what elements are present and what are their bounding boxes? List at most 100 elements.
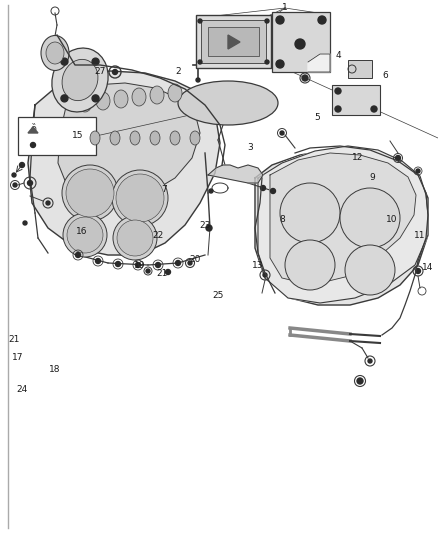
- Text: 15: 15: [72, 132, 84, 141]
- Ellipse shape: [116, 174, 164, 222]
- Ellipse shape: [52, 48, 108, 112]
- Text: 11: 11: [414, 230, 426, 239]
- Ellipse shape: [41, 36, 69, 70]
- Polygon shape: [308, 54, 330, 72]
- Circle shape: [357, 378, 363, 384]
- Text: 14: 14: [422, 263, 434, 272]
- Circle shape: [113, 69, 117, 75]
- Text: 16: 16: [76, 228, 88, 237]
- Circle shape: [276, 60, 284, 68]
- Text: 19: 19: [134, 261, 146, 270]
- Text: 17: 17: [12, 353, 24, 362]
- Ellipse shape: [96, 92, 110, 110]
- Circle shape: [188, 261, 192, 265]
- Circle shape: [46, 201, 50, 205]
- Circle shape: [295, 39, 305, 49]
- Text: 27: 27: [94, 68, 106, 77]
- Circle shape: [61, 95, 68, 102]
- Circle shape: [265, 60, 269, 64]
- Ellipse shape: [130, 131, 140, 145]
- Text: 18: 18: [49, 366, 61, 375]
- Text: 20: 20: [189, 255, 201, 264]
- Circle shape: [371, 106, 377, 112]
- Text: 25: 25: [212, 290, 224, 300]
- Circle shape: [31, 142, 35, 148]
- Circle shape: [20, 163, 25, 167]
- Ellipse shape: [110, 131, 120, 145]
- Circle shape: [318, 16, 326, 24]
- Circle shape: [206, 225, 212, 231]
- Ellipse shape: [113, 216, 157, 260]
- Ellipse shape: [66, 169, 114, 217]
- Circle shape: [28, 181, 32, 185]
- Circle shape: [416, 269, 420, 273]
- Circle shape: [95, 259, 100, 263]
- Ellipse shape: [285, 240, 335, 290]
- Text: 8: 8: [279, 215, 285, 224]
- Text: 6: 6: [382, 70, 388, 79]
- Circle shape: [198, 60, 202, 64]
- Circle shape: [23, 221, 27, 225]
- Circle shape: [198, 19, 202, 23]
- Circle shape: [12, 173, 16, 177]
- Ellipse shape: [90, 131, 100, 145]
- Circle shape: [335, 106, 341, 112]
- Circle shape: [135, 262, 141, 268]
- Ellipse shape: [170, 131, 180, 145]
- Bar: [348, 60, 372, 78]
- Circle shape: [146, 269, 150, 273]
- Polygon shape: [255, 150, 428, 305]
- Circle shape: [209, 189, 213, 193]
- Ellipse shape: [67, 217, 103, 253]
- Text: 3: 3: [247, 143, 253, 152]
- Circle shape: [155, 262, 160, 268]
- Text: ȍ: ȍ: [30, 124, 36, 134]
- Polygon shape: [28, 71, 220, 255]
- Circle shape: [166, 270, 170, 274]
- Bar: [332, 85, 380, 115]
- Bar: [196, 15, 271, 68]
- Circle shape: [335, 88, 341, 94]
- Circle shape: [196, 78, 200, 82]
- Bar: [201, 20, 266, 63]
- Polygon shape: [228, 35, 240, 49]
- Circle shape: [271, 189, 276, 193]
- Text: 22: 22: [152, 230, 164, 239]
- Text: 21: 21: [156, 269, 168, 278]
- Text: 7: 7: [161, 185, 167, 195]
- Circle shape: [13, 183, 17, 187]
- Text: 12: 12: [352, 154, 364, 163]
- Circle shape: [302, 75, 308, 81]
- Circle shape: [280, 131, 284, 135]
- Polygon shape: [58, 83, 200, 198]
- Polygon shape: [208, 165, 263, 183]
- Ellipse shape: [62, 59, 98, 101]
- Ellipse shape: [78, 94, 92, 112]
- Circle shape: [263, 273, 267, 277]
- Ellipse shape: [132, 88, 146, 106]
- Text: 13: 13: [252, 261, 264, 270]
- Text: 10: 10: [386, 215, 398, 224]
- Text: 4: 4: [335, 51, 341, 60]
- Circle shape: [92, 95, 99, 102]
- Circle shape: [396, 156, 400, 160]
- Text: 23: 23: [199, 221, 211, 230]
- Circle shape: [92, 58, 99, 65]
- Text: 2: 2: [175, 68, 181, 77]
- Circle shape: [176, 261, 180, 265]
- Circle shape: [116, 262, 120, 266]
- Ellipse shape: [190, 131, 200, 145]
- Circle shape: [61, 58, 68, 65]
- Ellipse shape: [178, 81, 278, 125]
- Polygon shape: [28, 127, 38, 133]
- Text: 24: 24: [16, 385, 28, 394]
- Text: 5: 5: [314, 114, 320, 123]
- Circle shape: [276, 16, 284, 24]
- Text: 9: 9: [369, 174, 375, 182]
- Ellipse shape: [340, 188, 400, 248]
- Circle shape: [265, 19, 269, 23]
- Ellipse shape: [112, 170, 168, 226]
- Polygon shape: [270, 153, 416, 285]
- Ellipse shape: [114, 90, 128, 108]
- Ellipse shape: [117, 220, 153, 256]
